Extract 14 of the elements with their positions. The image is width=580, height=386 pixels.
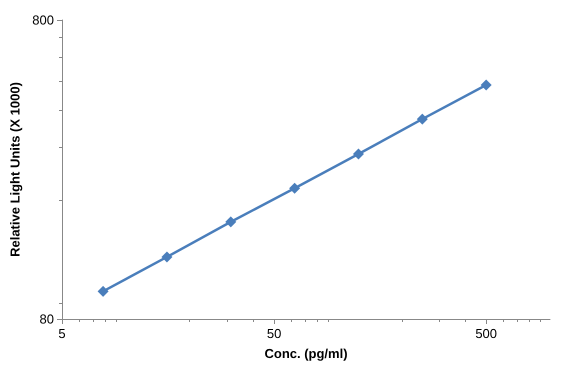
point (225, 216, 236, 228)
x-tick-label: 5 (58, 326, 66, 341)
x-axis-title: Conc. (pg/ml) (264, 346, 348, 361)
point (416, 114, 428, 125)
point (161, 251, 172, 262)
y-axis-title: Relative Light Units (X 1000) (7, 82, 22, 257)
point (352, 148, 364, 160)
x-tick-label: 500 (475, 326, 498, 341)
y-tick-label: 80 (40, 312, 54, 326)
point (98, 286, 109, 297)
x-tick-label: 50 (266, 326, 282, 341)
y-tick-label: 800 (32, 12, 54, 28)
point (289, 182, 300, 194)
point (480, 79, 492, 90)
